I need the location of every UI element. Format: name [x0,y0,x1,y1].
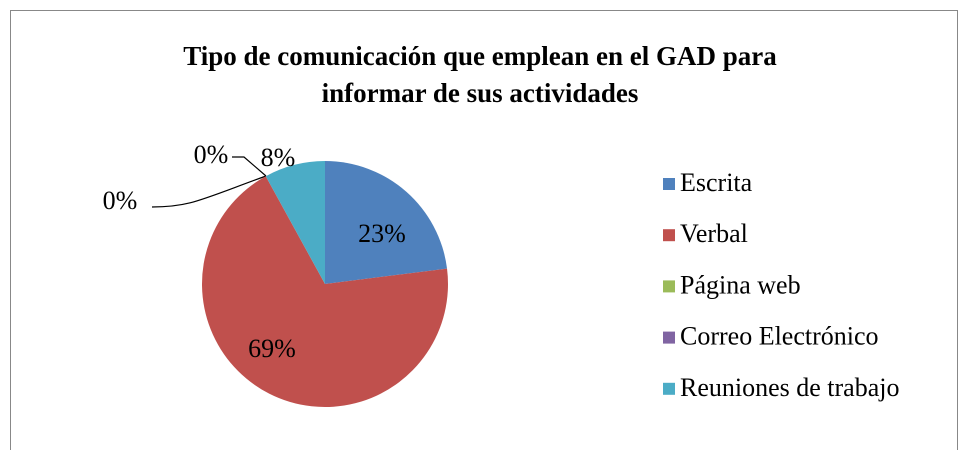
legend-label: Escrita [680,168,753,197]
chart-title: Tipo de comunicación que emplean en el G… [183,41,777,108]
legend-label: Página web [680,270,801,299]
data-label: 0% [103,186,138,215]
chart-border [10,10,958,450]
pie-slice [265,176,325,284]
data-label: 8% [261,143,296,172]
legend-label: Reuniones de trabajo [680,373,900,402]
legend-swatch [663,280,675,293]
pie-slice [265,161,325,284]
legend-swatch [663,178,675,190]
leader-line [232,156,267,177]
legend-swatch [663,382,675,395]
pie-slice [201,176,448,407]
legend-label: Correo Electrónico [680,322,879,351]
pie-slice [325,161,448,284]
data-label: 23% [358,219,406,248]
legend-label: Verbal [680,219,748,248]
data-label: 0% [194,140,229,169]
legend-swatch [663,331,675,344]
legend-swatch [663,229,675,242]
data-label: 69% [248,334,296,363]
leader-line [151,175,267,208]
